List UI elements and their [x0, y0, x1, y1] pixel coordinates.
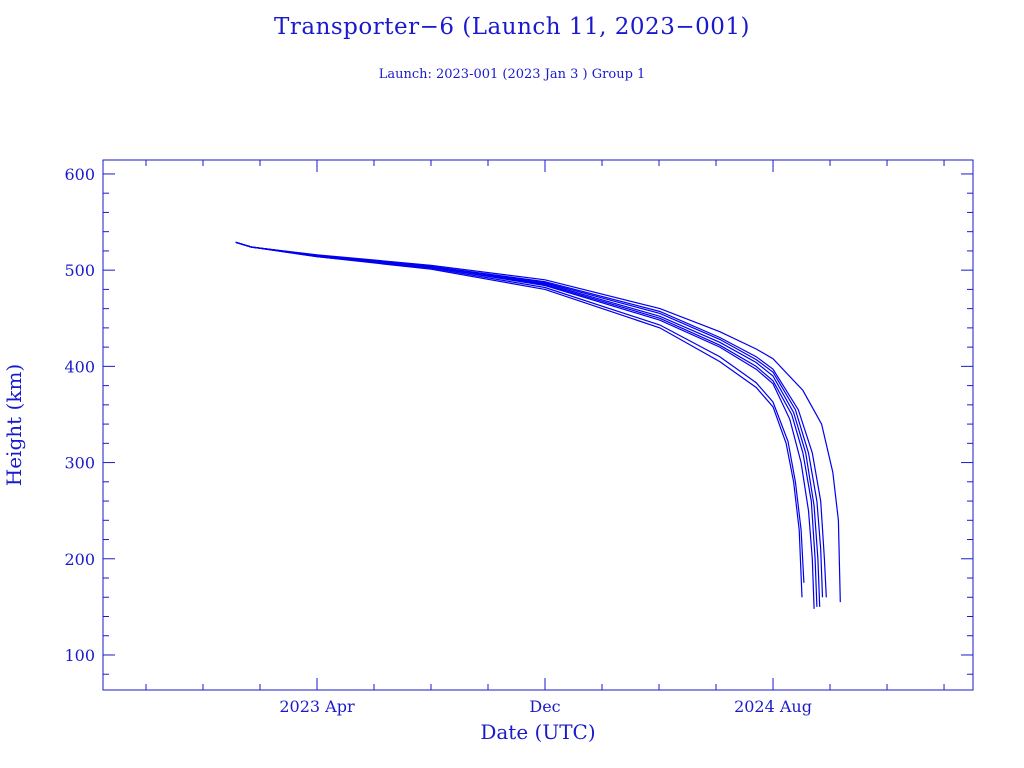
series-line-object-5	[235, 241, 821, 607]
x-tick-label: 2024 Aug	[734, 697, 812, 716]
series-line-object-1	[235, 241, 803, 598]
series-line-object-7	[235, 241, 827, 598]
y-tick-label: 600	[64, 165, 95, 184]
chart-subtitle: Launch: 2023-001 (2023 Jan 3 ) Group 1	[378, 67, 646, 82]
series-line-object-3	[235, 241, 815, 609]
series-line-object-4	[235, 241, 818, 607]
x-tick-label: 2023 Apr	[279, 697, 355, 716]
chart-title: Transporter−6 (Launch 11, 2023−001)	[274, 14, 750, 40]
x-tick-label: Dec	[529, 697, 560, 716]
axis-ticks: 100 200 300 400 500 600 2023 Apr Dec 2024 Aug	[64, 160, 973, 716]
series-line-object-8	[235, 241, 841, 603]
y-tick-label: 500	[64, 261, 95, 280]
plot-frame	[102, 159, 974, 691]
y-tick-label: 400	[64, 357, 95, 376]
x-axis-label: Date (UTC)	[480, 720, 595, 744]
y-tick-label: 100	[64, 646, 95, 665]
series-line-object-2	[235, 241, 805, 583]
y-axis-label: Height (km)	[2, 364, 26, 486]
series-group	[235, 241, 841, 609]
series-line-object-6	[235, 241, 824, 598]
y-tick-label: 200	[64, 550, 95, 569]
y-tick-label: 300	[64, 454, 95, 473]
